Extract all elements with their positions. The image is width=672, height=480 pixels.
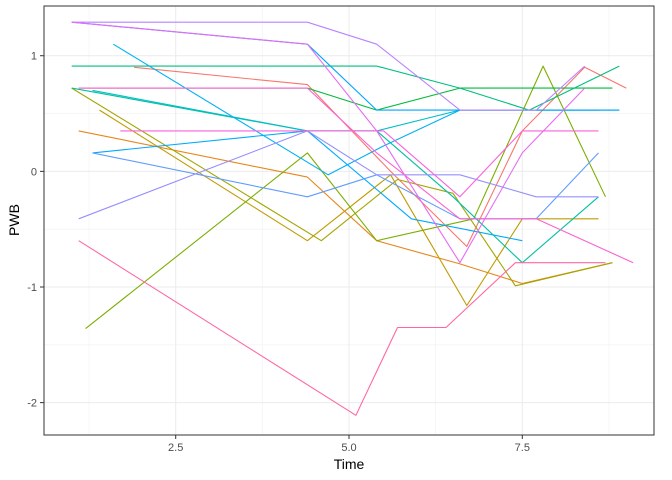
x-axis-title: Time — [334, 456, 365, 472]
series-line-16 — [71, 21, 586, 264]
series-line-8 — [71, 65, 620, 111]
y-axis: -2 -1 0 1 — [27, 51, 44, 410]
y-tick-label: 1 — [31, 51, 37, 63]
x-tick-label: 2.5 — [168, 442, 183, 454]
x-tick-label: 5.0 — [341, 442, 356, 454]
series-line-17 — [120, 130, 599, 198]
y-axis-title: PWB — [6, 204, 22, 236]
y-tick-label: -2 — [27, 398, 37, 410]
major-gridlines — [44, 6, 654, 435]
series-line-4 — [71, 87, 613, 287]
series-line-15 — [71, 21, 586, 111]
y-tick-label: -1 — [27, 282, 37, 294]
y-tick-label: 0 — [31, 166, 37, 178]
series-line-18 — [78, 87, 634, 264]
series-line-19 — [78, 240, 606, 416]
series-line-6 — [92, 130, 523, 242]
series-line-1 — [134, 66, 627, 248]
x-axis: 2.5 5.0 7.5 — [168, 435, 530, 454]
series-line-14 — [78, 130, 599, 220]
x-tick-label: 7.5 — [515, 442, 530, 454]
series-lines — [71, 21, 634, 416]
